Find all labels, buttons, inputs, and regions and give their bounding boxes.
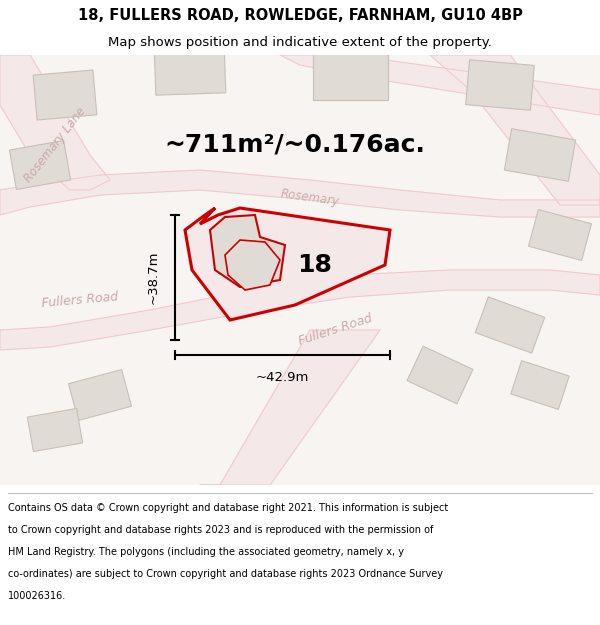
Polygon shape bbox=[0, 55, 110, 190]
Text: ~711m²/~0.176ac.: ~711m²/~0.176ac. bbox=[164, 133, 425, 157]
Polygon shape bbox=[200, 330, 380, 485]
Polygon shape bbox=[154, 45, 226, 95]
Polygon shape bbox=[28, 408, 83, 452]
Text: ~42.9m: ~42.9m bbox=[256, 371, 309, 384]
Text: co-ordinates) are subject to Crown copyright and database rights 2023 Ordnance S: co-ordinates) are subject to Crown copyr… bbox=[8, 569, 443, 579]
Polygon shape bbox=[505, 129, 575, 181]
Text: Contains OS data © Crown copyright and database right 2021. This information is : Contains OS data © Crown copyright and d… bbox=[8, 503, 448, 513]
Polygon shape bbox=[475, 297, 545, 353]
Text: to Crown copyright and database rights 2023 and is reproduced with the permissio: to Crown copyright and database rights 2… bbox=[8, 525, 433, 535]
Text: Rosemary: Rosemary bbox=[280, 188, 340, 209]
Text: Map shows position and indicative extent of the property.: Map shows position and indicative extent… bbox=[108, 36, 492, 49]
Text: Fullers Road: Fullers Road bbox=[296, 312, 374, 348]
Polygon shape bbox=[280, 55, 600, 115]
Polygon shape bbox=[0, 270, 600, 350]
Polygon shape bbox=[185, 208, 390, 320]
Text: 18: 18 bbox=[298, 253, 332, 277]
Text: Fullers Road: Fullers Road bbox=[41, 290, 119, 310]
Polygon shape bbox=[529, 209, 592, 261]
Text: Rosemary Lane: Rosemary Lane bbox=[22, 105, 88, 185]
Polygon shape bbox=[407, 346, 473, 404]
Text: 18, FULLERS ROAD, ROWLEDGE, FARNHAM, GU10 4BP: 18, FULLERS ROAD, ROWLEDGE, FARNHAM, GU1… bbox=[77, 8, 523, 23]
Polygon shape bbox=[225, 240, 280, 290]
Polygon shape bbox=[33, 70, 97, 120]
Polygon shape bbox=[313, 50, 388, 100]
Polygon shape bbox=[0, 170, 600, 217]
Polygon shape bbox=[10, 141, 71, 189]
Polygon shape bbox=[68, 369, 131, 421]
Polygon shape bbox=[210, 215, 285, 287]
Polygon shape bbox=[466, 60, 535, 110]
Text: HM Land Registry. The polygons (including the associated geometry, namely x, y: HM Land Registry. The polygons (includin… bbox=[8, 547, 404, 557]
Polygon shape bbox=[430, 55, 600, 205]
Polygon shape bbox=[511, 361, 569, 409]
Text: 100026316.: 100026316. bbox=[8, 591, 66, 601]
Text: ~38.7m: ~38.7m bbox=[146, 251, 160, 304]
